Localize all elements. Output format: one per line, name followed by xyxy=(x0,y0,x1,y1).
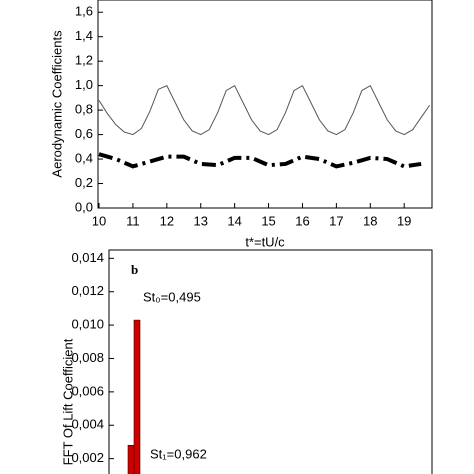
y-axis-label: Aerodynamic Coefficients xyxy=(49,30,64,178)
annotation: b xyxy=(131,262,138,277)
data-line xyxy=(98,152,422,169)
y-tick-label: 0,6 xyxy=(75,126,93,141)
y-tick-label: 1,6 xyxy=(75,4,93,19)
y-tick-label: 0,014 xyxy=(71,250,104,265)
plot-frame xyxy=(108,249,433,474)
y-tick-label: 1,0 xyxy=(75,77,93,92)
y-axis-label: FFT Of Lift Coefficient xyxy=(60,338,75,465)
x-tick-label: 18 xyxy=(363,213,377,228)
bar xyxy=(127,444,135,474)
y-tick-label: 0,004 xyxy=(71,417,104,432)
x-axis-label: t*=tU/c xyxy=(245,234,285,249)
y-tick-label: 1,4 xyxy=(75,28,93,43)
annotation: St₀=0,495 xyxy=(143,289,201,304)
y-tick-label: 0,0 xyxy=(75,199,93,214)
y-tick-label: 0,2 xyxy=(75,175,93,190)
bar xyxy=(133,319,141,474)
x-tick-label: 11 xyxy=(126,213,140,228)
y-tick-label: 0,002 xyxy=(71,450,104,465)
plot-frame xyxy=(97,0,433,209)
x-tick-label: 12 xyxy=(160,213,174,228)
y-tick-label: 0,008 xyxy=(71,350,104,365)
x-tick-label: 19 xyxy=(397,213,411,228)
x-tick-label: 17 xyxy=(329,213,343,228)
annotation: St₁=0,962 xyxy=(150,446,207,461)
y-tick-label: 0,012 xyxy=(71,283,104,298)
data-line xyxy=(98,84,431,136)
x-tick-label: 13 xyxy=(194,213,208,228)
x-tick-label: 14 xyxy=(227,213,241,228)
y-tick-label: 0,8 xyxy=(75,102,93,117)
y-tick-label: 1,2 xyxy=(75,53,93,68)
y-tick-label: 0,010 xyxy=(71,317,104,332)
x-tick-label: 10 xyxy=(92,213,106,228)
x-tick-label: 15 xyxy=(261,213,275,228)
y-tick-label: 0,006 xyxy=(71,383,104,398)
x-tick-label: 16 xyxy=(295,213,309,228)
y-tick-label: 0,4 xyxy=(75,150,93,165)
